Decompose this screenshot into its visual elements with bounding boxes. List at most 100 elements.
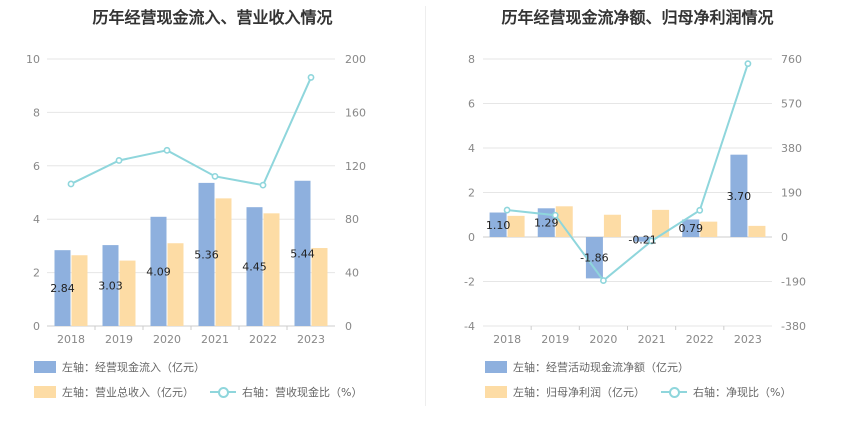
- bar-secondary: [748, 225, 766, 237]
- legend-label: 左轴：经营活动现金流净额（亿元）: [513, 361, 689, 374]
- legend-swatch: [485, 386, 507, 398]
- legend-row-1: 左轴：经营活动现金流净额（亿元）: [485, 359, 705, 375]
- line-point: [600, 277, 607, 284]
- bar-secondary: [555, 206, 573, 237]
- line-point: [115, 157, 123, 164]
- legend-line-swatch: [661, 386, 687, 398]
- y-right-tick-label: 120: [345, 160, 366, 173]
- bar-secondary: [263, 213, 280, 326]
- line-point: [551, 211, 559, 219]
- y-right-tick-label: 760: [781, 53, 802, 66]
- bar-primary: [585, 237, 603, 279]
- bar-primary: [682, 219, 700, 237]
- x-tick-label: 2018: [57, 333, 85, 346]
- bar-secondary: [215, 198, 232, 326]
- line-point: [211, 172, 219, 180]
- bar-data-label: 2.84: [50, 282, 75, 295]
- legend-swatch: [34, 361, 56, 373]
- chart-title: 历年经营现金流入、营业收入情况: [92, 8, 333, 27]
- bar-secondary: [71, 255, 88, 326]
- y-left-tick-label: -4: [464, 320, 475, 333]
- legend-item[interactable]: 左轴：归母净利润（亿元）: [485, 384, 645, 400]
- x-tick-label: 2021: [201, 333, 229, 346]
- legend-row-1: 左轴：经营现金流入（亿元）: [34, 359, 221, 375]
- legend-item[interactable]: 左轴：营业总收入（亿元）: [34, 384, 194, 400]
- bar-secondary: [311, 248, 328, 326]
- line-point: [503, 206, 511, 214]
- line-point: [648, 237, 655, 245]
- legend-item[interactable]: 右轴：净现比（%）: [661, 384, 791, 400]
- x-tick-label: 2020: [589, 333, 617, 346]
- y-left-tick-label: 6: [468, 98, 475, 111]
- x-tick-label: 2020: [153, 333, 181, 346]
- bar-data-label: 3.03: [98, 280, 123, 293]
- bar-secondary: [603, 214, 621, 237]
- bar-primary: [150, 216, 167, 326]
- legend-swatch: [485, 361, 507, 373]
- y-right-tick-label: 190: [781, 187, 802, 200]
- chart-panel-netcash-profit: 历年经营现金流净额、归母净利润情况 -4 -2 0 2 4 6 8 -380 -190 0 190 3…: [425, 0, 850, 437]
- y-left-tick-label: 6: [33, 160, 40, 173]
- bar-data-label: -1.86: [580, 252, 608, 265]
- bar-secondary: [507, 215, 525, 237]
- legend-item[interactable]: 左轴：经营活动现金流净额（亿元）: [485, 359, 689, 375]
- legend-label: 右轴：营收现金比（%）: [242, 386, 363, 399]
- series-line: [70, 77, 312, 187]
- line-point: [307, 74, 315, 81]
- bar-primary: [489, 212, 507, 237]
- chart-panel-cashflow-revenue: 历年经营现金流入、营业收入情况 0 2 4 6 8 10 0 40 80 120 160 200 201…: [26, 8, 366, 400]
- bar-data-label: 4.09: [146, 265, 171, 278]
- y-right-tick-label: -190: [781, 276, 806, 289]
- legend-line-swatch: [210, 386, 236, 398]
- bar-secondary: [167, 243, 184, 326]
- y-right-tick-label: 0: [781, 231, 788, 244]
- line-point: [744, 60, 752, 68]
- legend-item[interactable]: 左轴：经营现金流入（亿元）: [34, 359, 205, 375]
- bar-data-label: -0.21: [628, 233, 656, 246]
- bar-data-label: 4.45: [242, 261, 267, 274]
- y-left-tick-label: 8: [468, 53, 475, 66]
- y-left-tick-label: 2: [468, 187, 475, 200]
- chart-plot: -4 -2 0 2 4 6 8 -380 -190 0 190 380 570 760 2018 2019 20…: [464, 53, 806, 346]
- bar-primary: [634, 237, 652, 242]
- legend-label: 左轴：归母净利润（亿元）: [513, 386, 645, 399]
- chart-title: 历年经营现金流净额、归母净利润情况: [501, 8, 774, 27]
- legend-label: 左轴：营业总收入（亿元）: [62, 386, 194, 399]
- y-left-tick-label: 4: [468, 142, 475, 155]
- bar-data-label: 5.44: [290, 247, 315, 260]
- y-right-tick-label: 160: [345, 106, 366, 119]
- bar-secondary: [652, 209, 670, 237]
- y-left-tick-label: -2: [464, 276, 475, 289]
- bar-data-label: 5.36: [194, 248, 219, 261]
- y-right-tick-label: 200: [345, 53, 366, 66]
- bar-primary: [198, 182, 215, 326]
- y-right-tick-label: -380: [781, 320, 806, 333]
- panel-divider: [425, 6, 426, 406]
- x-tick-label: 2023: [297, 333, 325, 346]
- y-left-tick-label: 10: [26, 53, 40, 66]
- y-left-tick-label: 8: [33, 106, 40, 119]
- x-tick-label: 2018: [493, 333, 521, 346]
- bar-primary: [246, 207, 263, 326]
- y-right-tick-label: 570: [781, 98, 802, 111]
- legend-row-2: 左轴：归母净利润（亿元） 右轴：净现比（%）: [485, 384, 807, 400]
- line-point: [696, 206, 704, 214]
- legend-item[interactable]: 右轴：营收现金比（%）: [210, 384, 362, 400]
- legend-label: 右轴：净现比（%）: [693, 386, 792, 399]
- chart-plot: 0 2 4 6 8 10 0 40 80 120 160 200 2018 2019 2020 2021 202…: [26, 53, 366, 346]
- y-right-tick-label: 80: [345, 213, 359, 226]
- bar-secondary: [119, 260, 136, 326]
- bar-data-label: 1.29: [534, 217, 559, 230]
- bar-secondary: [700, 221, 718, 237]
- bar-data-label: 3.70: [727, 190, 752, 203]
- y-right-tick-label: 40: [345, 267, 359, 280]
- legend-swatch: [34, 386, 56, 398]
- line-point: [67, 180, 75, 188]
- bar-primary: [102, 245, 119, 326]
- bar-primary: [730, 154, 748, 237]
- line-point: [259, 181, 267, 189]
- bar-data-label: 0.79: [679, 222, 704, 235]
- bar-primary: [54, 250, 71, 326]
- y-left-tick-label: 0: [33, 320, 40, 333]
- y-left-tick-label: 0: [468, 231, 475, 244]
